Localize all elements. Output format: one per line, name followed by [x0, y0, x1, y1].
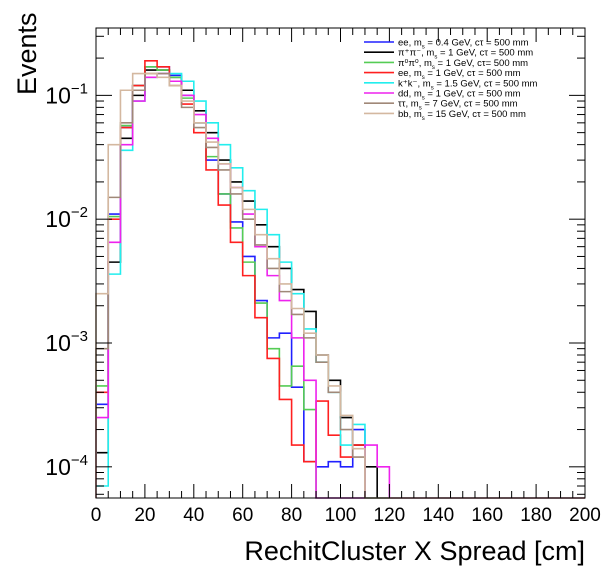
legend-label-text: = 1.5 GeV, cτ = 500 mm [434, 78, 538, 89]
legend-label-text: π⁺π⁻, m [398, 48, 434, 59]
legend-label-text: = 7 GeV, cτ = 500 mm [422, 99, 518, 110]
legend-label-subscript: s [422, 96, 425, 102]
legend-label-text: = 1 GeV, cτ = 500 mm [425, 68, 521, 79]
legend-label-text: ee, m [398, 68, 422, 79]
legend-label-text: π⁰π⁰, m [398, 58, 432, 69]
legend-label: bb, ms = 15 GeV, cτ = 500 mm [398, 109, 526, 122]
legend-label-subscript: s [419, 106, 422, 112]
x-tick-label: 0 [91, 505, 102, 526]
x-axis-title: RechitCluster X Spread [cm] [244, 536, 585, 566]
x-tick-label: 160 [471, 505, 503, 526]
y-tick-base: 10 [45, 82, 71, 108]
legend-label-text: = 0.4 GeV, cτ = 500 mm [425, 38, 529, 49]
legend-label: π⁰π⁰, ms = 1 GeV, cτ= 500 mm [398, 58, 528, 71]
y-tick-exponent: −3 [71, 328, 88, 345]
x-tick-label: 180 [520, 505, 552, 526]
legend-label: dd, ms = 1 GeV, cτ = 500 mm [398, 89, 521, 102]
legend: ee, ms = 0.4 GeV, cτ = 500 mmπ⁺π⁻, ms = … [364, 38, 538, 122]
legend-label: π⁺π⁻, ms = 1 GeV, cτ = 500 mm [398, 48, 533, 61]
legend-label: ee, ms = 0.4 GeV, cτ = 500 mm [398, 38, 529, 51]
legend-label-text: bb, m [398, 109, 422, 120]
x-tick-label: 80 [281, 505, 302, 526]
y-tick-label: 10−1 [45, 80, 88, 108]
y-axis-title: Events [12, 12, 42, 95]
y-tick-label: 10−4 [45, 452, 88, 480]
series-layer [95, 60, 585, 499]
y-tick-label: 10−2 [45, 204, 88, 232]
x-tick-label: 100 [325, 505, 357, 526]
x-tick-label: 20 [134, 505, 155, 526]
legend-label: ee, ms = 1 GeV, cτ = 500 mm [398, 68, 521, 81]
y-tick-exponent: −1 [71, 80, 88, 97]
series-line-7 [95, 72, 585, 499]
legend-label-subscript: s [422, 45, 425, 51]
legend-label: ττ, ms = 7 GeV, cτ = 500 mm [398, 99, 518, 112]
legend-label-subscript: s [422, 75, 425, 81]
legend-label-subscript: s [422, 116, 425, 122]
series-line-3 [95, 60, 585, 499]
axis-layer: 0 20 40 60 80 100 120 140 160 180 20010−110−210−31… [45, 28, 601, 526]
legend-label-text: k⁺k⁻, m [398, 78, 431, 89]
series-line-4 [95, 72, 585, 499]
y-tick-exponent: −4 [71, 452, 88, 469]
legend-label-text: dd, m [398, 89, 422, 100]
legend-label-subscript: s [432, 65, 435, 71]
legend-label-text: ττ, m [398, 99, 419, 110]
x-tick-label: 60 [232, 505, 253, 526]
legend-label-text: = 1 GeV, cτ = 500 mm [437, 48, 533, 59]
legend-label-text: = 1 GeV, cτ = 500 mm [425, 89, 521, 100]
legend-label: k⁺k⁻, ms = 1.5 GeV, cτ = 500 mm [398, 78, 538, 91]
y-tick-exponent: −2 [71, 204, 88, 221]
y-tick-base: 10 [45, 454, 71, 480]
x-tick-label: 40 [183, 505, 204, 526]
legend-label-text: ee, m [398, 38, 422, 49]
y-tick-label: 10−3 [45, 328, 88, 356]
legend-label-text: = 15 GeV, cτ = 500 mm [425, 109, 526, 120]
x-tick-label: 120 [374, 505, 406, 526]
legend-label-text: = 1 GeV, cτ= 500 mm [435, 58, 528, 69]
y-tick-base: 10 [45, 330, 71, 356]
y-tick-base: 10 [45, 206, 71, 232]
legend-label-subscript: s [431, 85, 434, 91]
legend-label-subscript: s [434, 55, 437, 61]
x-tick-label: 200 [569, 505, 601, 526]
x-tick-label: 140 [422, 505, 454, 526]
